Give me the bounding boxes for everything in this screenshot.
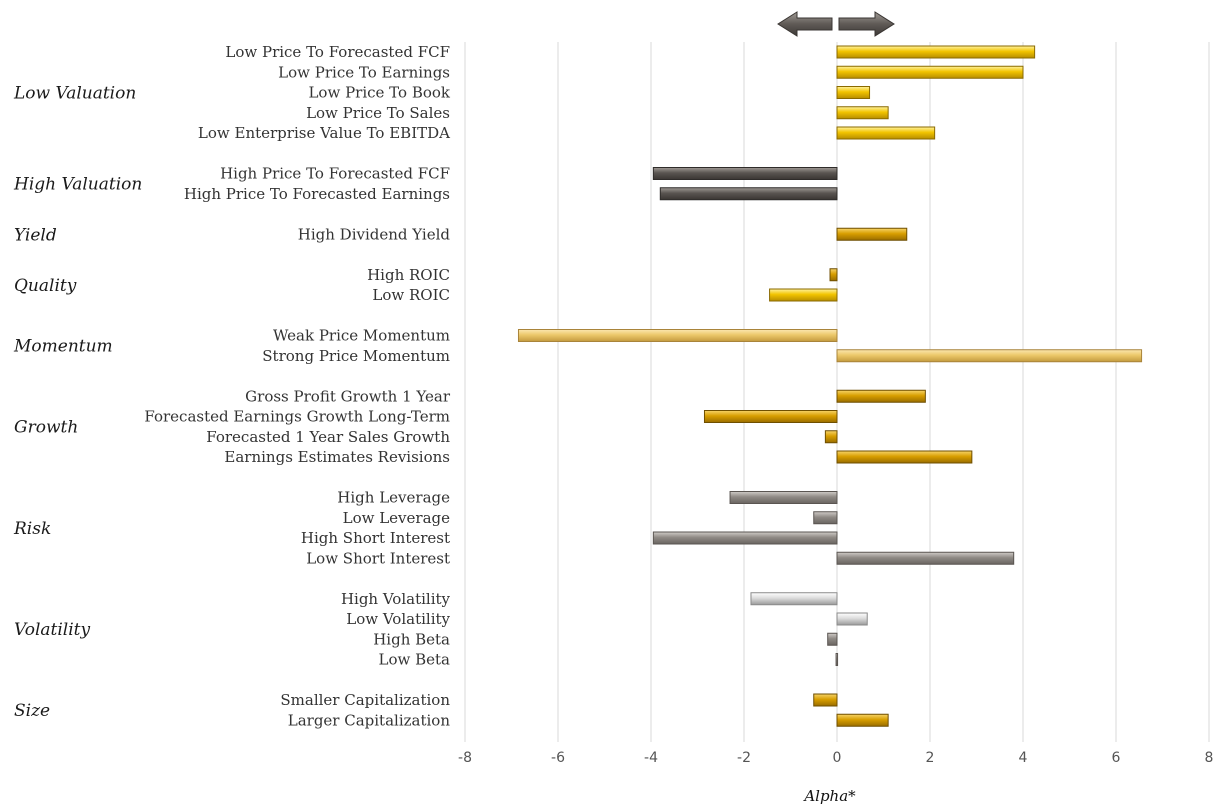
category-label: High Price To Forecasted FCF bbox=[220, 165, 450, 183]
bar bbox=[813, 693, 838, 707]
x-tick-label: -4 bbox=[644, 750, 658, 766]
bar bbox=[813, 511, 838, 525]
category-label: Low ROIC bbox=[372, 286, 450, 304]
category-label: Weak Price Momentum bbox=[273, 327, 450, 345]
bar bbox=[836, 349, 1143, 363]
category-label: Forecasted Earnings Growth Long-Term bbox=[144, 408, 450, 426]
category-label: Low Beta bbox=[379, 651, 451, 669]
category-label: High Beta bbox=[373, 630, 450, 648]
bar bbox=[517, 329, 838, 342]
x-tick-label: 4 bbox=[1019, 750, 1028, 766]
group-label: Size bbox=[14, 701, 50, 721]
bar bbox=[836, 450, 973, 464]
bar bbox=[827, 632, 838, 646]
direction-arrows bbox=[777, 11, 895, 37]
x-tick-label: -2 bbox=[737, 750, 751, 766]
bars bbox=[517, 45, 1143, 727]
category-label: Low Price To Sales bbox=[306, 104, 450, 122]
category-label: Low Short Interest bbox=[306, 549, 450, 567]
bar bbox=[750, 592, 838, 606]
category-labels: Low Price To Forecasted FCF Low Price To … bbox=[144, 43, 451, 729]
category-label: Low Volatility bbox=[346, 610, 450, 628]
category-label: Low Enterprise Value To EBITDA bbox=[198, 124, 450, 142]
category-label: Low Price To Forecasted FCF bbox=[225, 43, 450, 61]
bar bbox=[652, 167, 838, 180]
bar bbox=[836, 612, 868, 626]
category-label: Low Price To Earnings bbox=[278, 63, 450, 81]
x-tick-label: 0 bbox=[833, 750, 842, 766]
bar bbox=[703, 410, 838, 423]
arrow-left-icon bbox=[777, 11, 833, 37]
x-tick-label: -8 bbox=[458, 750, 472, 766]
bar bbox=[836, 713, 889, 727]
group-label: Quality bbox=[14, 276, 77, 296]
group-label: Risk bbox=[13, 519, 51, 539]
category-label: High Dividend Yield bbox=[298, 225, 451, 243]
category-label: High Short Interest bbox=[301, 529, 450, 547]
category-label: Low Price To Book bbox=[308, 84, 450, 102]
bar bbox=[824, 430, 838, 444]
category-label: Larger Capitalization bbox=[288, 711, 451, 729]
group-label: Growth bbox=[14, 418, 78, 438]
bar bbox=[836, 126, 936, 140]
bar bbox=[652, 531, 838, 545]
x-axis-title: Alpha* bbox=[802, 787, 856, 805]
x-tick-label: -6 bbox=[551, 750, 565, 766]
group-label: Volatility bbox=[14, 620, 90, 640]
bar bbox=[769, 288, 838, 302]
x-axis-ticks: -8 -6 -4 -2 0 2 4 6 8 bbox=[458, 750, 1213, 766]
group-label: Momentum bbox=[13, 337, 113, 357]
bar bbox=[729, 491, 838, 504]
group-labels: Low Valuation High Valuation Yield Quality M… bbox=[13, 84, 142, 722]
bar bbox=[836, 106, 889, 120]
x-tick-label: 6 bbox=[1112, 750, 1121, 766]
x-tick-label: 2 bbox=[926, 750, 935, 766]
category-label: High ROIC bbox=[367, 266, 450, 284]
bar bbox=[836, 86, 871, 99]
category-label: Gross Profit Growth 1 Year bbox=[245, 387, 451, 405]
bar bbox=[836, 389, 926, 403]
bar bbox=[836, 227, 908, 241]
category-label: High Volatility bbox=[341, 590, 451, 608]
bar bbox=[829, 268, 838, 282]
bar bbox=[836, 551, 1015, 565]
category-label: Low Leverage bbox=[343, 509, 451, 527]
category-label: High Price To Forecasted Earnings bbox=[184, 185, 450, 203]
category-label: Strong Price Momentum bbox=[262, 347, 450, 365]
group-label: Yield bbox=[14, 225, 57, 245]
bar bbox=[836, 45, 1036, 59]
category-label: Earnings Estimates Revisions bbox=[224, 448, 450, 466]
arrow-right-icon bbox=[838, 11, 895, 37]
category-label: Forecasted 1 Year Sales Growth bbox=[206, 428, 450, 446]
x-tick-label: 8 bbox=[1205, 750, 1214, 766]
group-label: Low Valuation bbox=[13, 84, 136, 104]
category-label: Smaller Capitalization bbox=[280, 691, 450, 709]
bar bbox=[659, 187, 838, 201]
group-label: High Valuation bbox=[13, 175, 142, 195]
bar bbox=[836, 65, 1024, 79]
bar bbox=[835, 653, 839, 666]
category-label: High Leverage bbox=[337, 489, 450, 507]
